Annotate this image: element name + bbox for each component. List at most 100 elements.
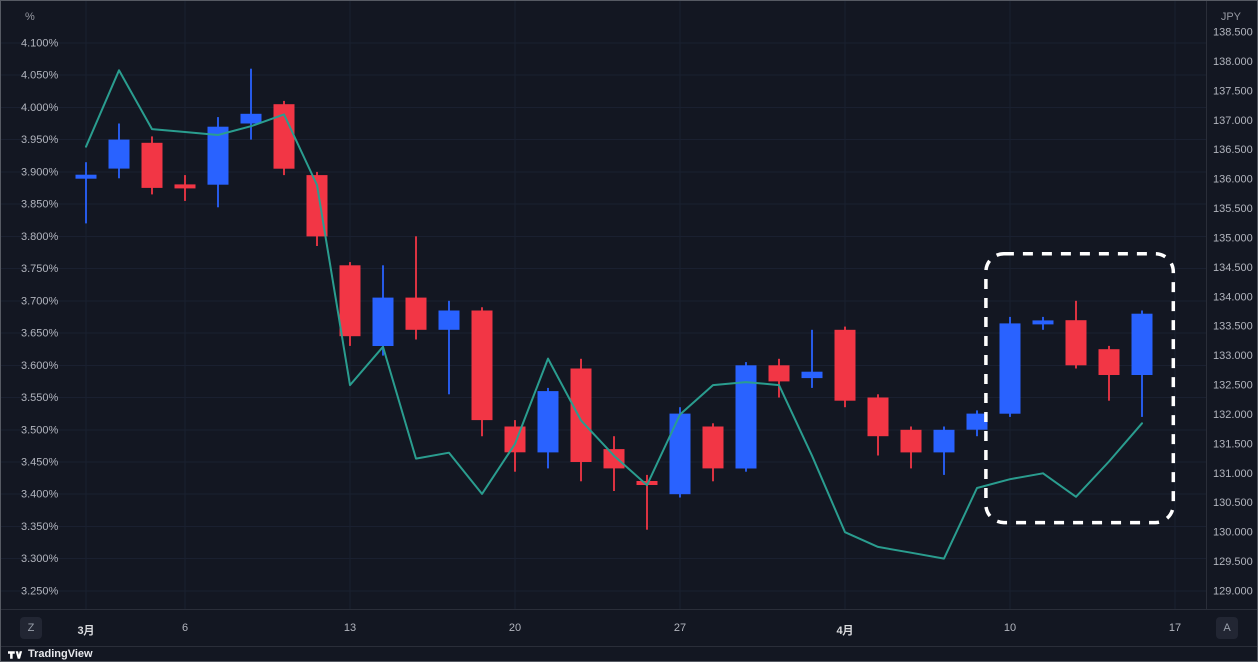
- candle-body: [966, 413, 988, 430]
- candle-body: [240, 113, 262, 124]
- candle-body: [702, 426, 724, 469]
- right-axis-tick: 129.500: [1213, 556, 1253, 568]
- candle-body: [999, 323, 1021, 414]
- candle[interactable]: [933, 426, 955, 475]
- candle[interactable]: [75, 162, 97, 224]
- candle-body: [471, 310, 493, 421]
- candle[interactable]: [504, 420, 526, 472]
- right-price-axis[interactable]: 138.500 138.000 137.500 137.000 136.500 136.0…: [1213, 27, 1253, 598]
- candle[interactable]: [603, 436, 625, 491]
- candle-body: [108, 139, 130, 169]
- right-axis-tick: 130.500: [1213, 497, 1253, 509]
- right-axis-unit-label: JPY: [1220, 11, 1241, 23]
- right-axis-tick: 133.500: [1213, 321, 1253, 333]
- candle-body: [768, 365, 790, 382]
- candle[interactable]: [1098, 345, 1120, 401]
- time-axis[interactable]: Z 3月 6 13 20 27 4月 10 17 A: [1, 609, 1257, 646]
- left-axis-unit-label: %: [25, 11, 35, 23]
- time-axis-label: 20: [508, 622, 522, 634]
- candle-body: [438, 310, 460, 330]
- left-axis-tick: 4.050%: [21, 70, 59, 82]
- left-price-axis[interactable]: 4.100% 4.050% 4.000% 3.950% 3.900% 3.850% 3.80…: [21, 37, 59, 597]
- left-axis-tick: 3.900%: [21, 166, 59, 178]
- candle[interactable]: [702, 423, 724, 482]
- candle-body: [75, 174, 97, 179]
- candle-body: [537, 391, 559, 453]
- left-axis-tick: 4.000%: [21, 102, 59, 114]
- candle-body: [174, 184, 196, 189]
- time-axis-label: 27: [673, 622, 687, 634]
- right-axis-tick: 132.000: [1213, 409, 1253, 421]
- candle[interactable]: [669, 407, 691, 498]
- candle[interactable]: [405, 236, 427, 340]
- right-axis-tick: 134.500: [1213, 262, 1253, 274]
- jpy-compare-line[interactable]: [85, 69, 1143, 560]
- candle[interactable]: [273, 100, 295, 176]
- tradingview-logo-text: TradingView: [28, 648, 93, 660]
- highlight-annotation-box[interactable]: [984, 251, 1176, 525]
- candle[interactable]: [999, 316, 1021, 417]
- left-axis-tick: 3.950%: [21, 134, 59, 146]
- candle-body: [372, 297, 394, 346]
- candle-body: [273, 104, 295, 169]
- candle-body: [1098, 349, 1120, 375]
- candle[interactable]: [1032, 316, 1054, 330]
- candle[interactable]: [801, 329, 823, 388]
- candle[interactable]: [735, 362, 757, 472]
- candle[interactable]: [372, 265, 394, 356]
- time-axis-label: 3月: [77, 625, 95, 637]
- candle[interactable]: [438, 300, 460, 395]
- candle[interactable]: [966, 410, 988, 437]
- candle[interactable]: [1065, 300, 1087, 369]
- time-axis-label: 17: [1168, 622, 1182, 634]
- tradingview-logo[interactable]: TradingView: [8, 649, 93, 660]
- right-axis-tick: 130.000: [1213, 527, 1253, 539]
- candle[interactable]: [1131, 310, 1153, 417]
- candle-body: [570, 368, 592, 462]
- corner-badge-z[interactable]: Z: [20, 617, 42, 639]
- left-axis-tick: 3.400%: [21, 489, 59, 501]
- candle[interactable]: [768, 358, 790, 398]
- candle-body: [1131, 313, 1153, 375]
- left-axis-tick: 3.650%: [21, 328, 59, 340]
- candle-body: [933, 429, 955, 453]
- time-axis-label: 6: [181, 622, 189, 634]
- right-axis-tick: 134.000: [1213, 291, 1253, 303]
- candle-body: [405, 297, 427, 330]
- left-axis-tick: 3.600%: [21, 360, 59, 372]
- candle[interactable]: [867, 394, 889, 456]
- candle[interactable]: [174, 175, 196, 201]
- corner-badge-a[interactable]: A: [1216, 617, 1238, 639]
- right-axis-tick: 132.500: [1213, 380, 1253, 392]
- candle-body: [900, 429, 922, 453]
- left-axis-tick: 3.450%: [21, 457, 59, 469]
- candle[interactable]: [900, 426, 922, 469]
- left-axis-tick: 3.300%: [21, 553, 59, 565]
- candlestick-series[interactable]: [75, 68, 1153, 530]
- right-axis-tick: 131.000: [1213, 468, 1253, 480]
- candle[interactable]: [471, 307, 493, 437]
- candle[interactable]: [834, 326, 856, 408]
- left-axis-tick: 3.750%: [21, 263, 59, 275]
- right-axis-tick: 138.000: [1213, 56, 1253, 68]
- candle[interactable]: [141, 136, 163, 195]
- candle[interactable]: [108, 123, 130, 179]
- candle-body: [504, 426, 526, 453]
- candle[interactable]: [207, 117, 229, 208]
- candle[interactable]: [339, 262, 361, 346]
- right-axis-tick: 129.000: [1213, 586, 1253, 598]
- candle-body: [603, 449, 625, 469]
- candle-body: [1032, 320, 1054, 325]
- candle[interactable]: [537, 387, 559, 469]
- left-axis-tick: 3.700%: [21, 295, 59, 307]
- left-axis-tick: 4.100%: [21, 37, 59, 49]
- right-axis-tick: 136.500: [1213, 144, 1253, 156]
- left-axis-tick: 3.350%: [21, 521, 59, 533]
- bottom-bar: TradingView: [1, 646, 1257, 661]
- candle-body: [207, 126, 229, 185]
- candle-body: [834, 329, 856, 401]
- candle[interactable]: [240, 68, 262, 140]
- tradingview-logo-icon: [8, 650, 23, 660]
- price-chart-canvas[interactable]: 4.100% 4.050% 4.000% 3.950% 3.900% 3.850% 3.80…: [1, 1, 1258, 609]
